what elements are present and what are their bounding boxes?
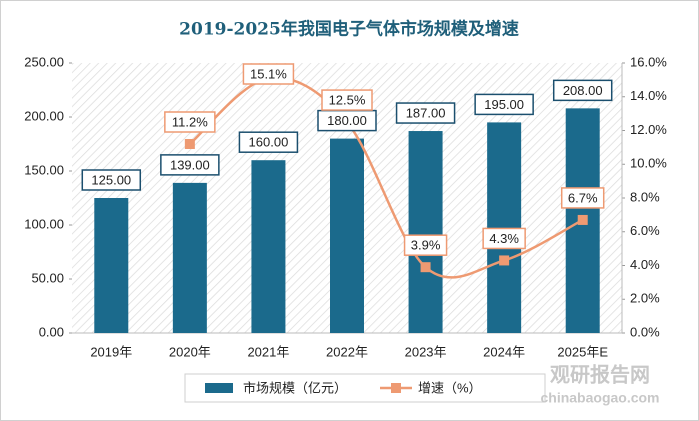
data-label: 12.5% bbox=[329, 93, 366, 108]
x-tick-label: 2024年 bbox=[483, 344, 525, 359]
data-label: 4.3% bbox=[489, 231, 519, 246]
legend-swatch bbox=[205, 383, 233, 393]
data-label: 180.00 bbox=[327, 113, 367, 128]
y2-tick-label: 16.0% bbox=[630, 54, 667, 69]
x-tick-label: 2020年 bbox=[169, 344, 211, 359]
y-tick-label: 0.00 bbox=[39, 324, 64, 339]
x-tick-label: 2021年 bbox=[247, 344, 289, 359]
data-label-box bbox=[238, 131, 299, 153]
bar bbox=[172, 182, 207, 333]
watermark: 观研报告网 bbox=[550, 362, 650, 386]
data-label-box bbox=[474, 93, 534, 116]
chart-title: 2019-2025年我国电子气体市场规模及增速 bbox=[179, 19, 519, 40]
y2-tick-label: 12.0% bbox=[630, 122, 667, 137]
line-marker bbox=[577, 214, 588, 225]
data-label-box bbox=[482, 227, 526, 250]
line-marker bbox=[499, 255, 510, 266]
data-label-box bbox=[395, 102, 456, 124]
y2-tick-label: 10.0% bbox=[630, 156, 667, 171]
data-label: 139.00 bbox=[170, 157, 210, 172]
data-label-box bbox=[403, 234, 448, 256]
x-tick-label: 2025年E bbox=[557, 344, 608, 359]
legend-swatch bbox=[391, 383, 401, 393]
bar bbox=[251, 160, 286, 333]
data-label: 195.00 bbox=[484, 97, 524, 112]
line-marker bbox=[420, 262, 431, 273]
data-label: 15.1% bbox=[250, 66, 287, 81]
y-tick-label: 250.00 bbox=[24, 54, 64, 69]
data-label: 11.2% bbox=[172, 114, 208, 129]
data-label-box bbox=[164, 111, 216, 133]
y-tick-label: 100.00 bbox=[24, 216, 64, 231]
data-label: 208.00 bbox=[563, 83, 603, 98]
x-tick-label: 2023年 bbox=[405, 344, 447, 359]
data-label-box bbox=[160, 154, 220, 176]
data-label: 3.9% bbox=[411, 238, 441, 253]
data-label-box bbox=[81, 169, 142, 191]
data-label-box bbox=[552, 79, 613, 102]
data-label-box bbox=[560, 187, 605, 209]
legend-label: 增速（%） bbox=[418, 380, 482, 395]
line-marker bbox=[184, 139, 195, 149]
y2-tick-label: 6.0% bbox=[630, 223, 660, 238]
bar bbox=[330, 138, 364, 333]
data-label: 125.00 bbox=[91, 172, 131, 187]
data-label: 160.00 bbox=[249, 135, 289, 150]
data-label-box bbox=[321, 89, 373, 111]
y2-tick-label: 8.0% bbox=[630, 189, 660, 204]
y2-tick-label: 14.0% bbox=[630, 88, 667, 103]
y2-tick-label: 2.0% bbox=[630, 291, 660, 306]
y-tick-label: 200.00 bbox=[24, 108, 64, 123]
y2-tick-label: 0.0% bbox=[630, 324, 660, 339]
y-tick-label: 150.00 bbox=[24, 162, 64, 177]
bar bbox=[94, 198, 129, 333]
bar bbox=[408, 131, 443, 333]
x-tick-label: 2019年 bbox=[90, 344, 132, 359]
legend-label: 市场规模（亿元） bbox=[243, 380, 347, 395]
y-tick-label: 50.00 bbox=[31, 270, 64, 285]
legend bbox=[184, 373, 546, 403]
data-label: 187.00 bbox=[406, 105, 446, 120]
data-label-box bbox=[242, 63, 295, 85]
x-tick-label: 2022年 bbox=[326, 344, 368, 359]
data-label: 6.7% bbox=[568, 190, 598, 205]
watermark: chinabaogao.com bbox=[540, 390, 659, 406]
y2-tick-label: 4.0% bbox=[630, 257, 660, 272]
